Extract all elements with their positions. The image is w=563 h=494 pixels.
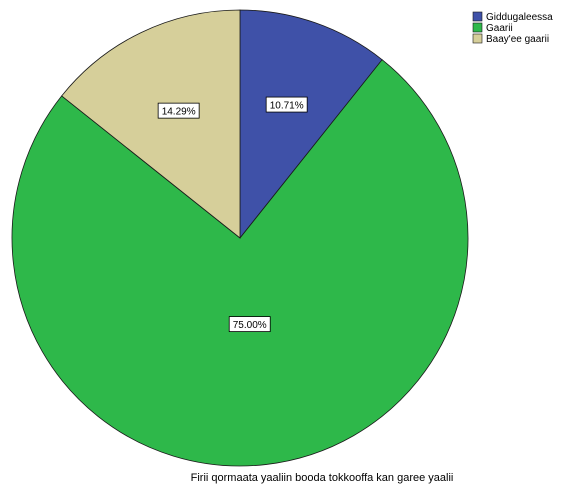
legend-swatch xyxy=(472,11,483,22)
legend-label: Gaarii xyxy=(486,23,513,34)
slice-label-text: 14.29% xyxy=(162,107,196,118)
slice-label-giddugaleessa: 10.71% xyxy=(265,96,308,113)
slice-label-box xyxy=(157,102,200,119)
slice-labels: 10.71% 75.00% 14.29% xyxy=(157,96,308,332)
pie-slice-gaarii xyxy=(11,59,469,467)
slice-label-text: 10.71% xyxy=(270,101,304,112)
legend-item-baay-ee-gaarii: Baay'ee gaarii xyxy=(472,33,549,45)
pie-slices xyxy=(11,9,469,467)
legend-swatch xyxy=(472,22,483,33)
legend-label: Baay'ee gaarii xyxy=(486,34,549,45)
chart-caption: Firii qormaata yaaliin booda tokkooffa k… xyxy=(191,472,454,484)
slice-label-box xyxy=(228,316,271,332)
legend-label: Giddugaleessa xyxy=(486,12,553,23)
slice-label-box xyxy=(265,96,308,113)
slice-label-text: 75.00% xyxy=(233,320,267,331)
legend-item-giddugaleessa: Giddugaleessa xyxy=(472,11,553,23)
legend-item-gaarii: Gaarii xyxy=(472,22,513,34)
slice-label-baay-ee-gaarii: 14.29% xyxy=(157,102,200,119)
legend-swatch xyxy=(472,33,483,44)
pie-slice-baay-ee-gaarii xyxy=(61,9,241,239)
pie-slice-giddugaleessa xyxy=(239,9,383,240)
slice-label-gaarii: 75.00% xyxy=(228,316,271,332)
